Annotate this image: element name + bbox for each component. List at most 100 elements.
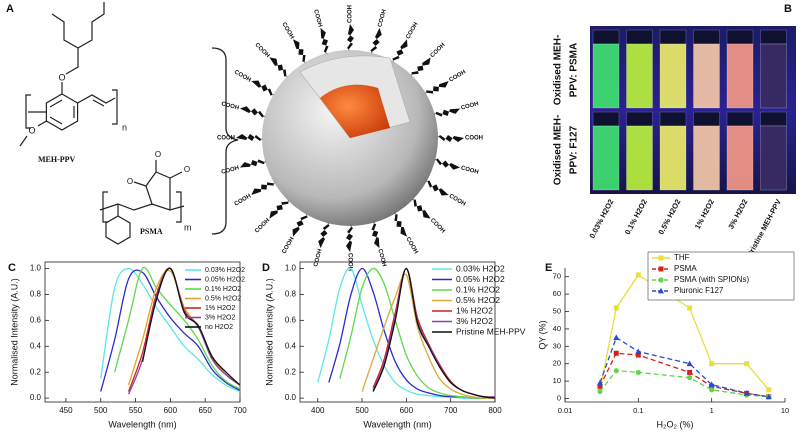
y-tick-label: 0.6 bbox=[30, 315, 42, 324]
ligand-spike bbox=[251, 80, 280, 101]
ligand-label: COOH bbox=[217, 136, 235, 142]
x-axis-label: H₂O₂ (%) bbox=[657, 419, 694, 429]
data-point bbox=[766, 387, 772, 393]
column-label: 3% H2O2 bbox=[726, 198, 749, 231]
y-tick-label: 10 bbox=[553, 376, 561, 385]
data-point bbox=[765, 393, 772, 400]
y-tick-label: 20 bbox=[553, 359, 561, 368]
ligand-spike bbox=[434, 133, 464, 143]
ligand-spike bbox=[269, 57, 295, 83]
ligand-label: COOH bbox=[429, 218, 446, 235]
y-axis-label: Normalised Intensity (A.U.) bbox=[9, 278, 19, 386]
series-line bbox=[100, 269, 241, 392]
plot-frame bbox=[299, 261, 496, 403]
ligand-label: COOH bbox=[281, 236, 295, 255]
y-tick-label: 0.4 bbox=[285, 341, 297, 350]
series-line bbox=[599, 336, 769, 398]
cuvette-cap bbox=[592, 29, 620, 45]
legend-label: 3% H2O2 bbox=[205, 314, 235, 321]
ligand-label: COOH bbox=[313, 248, 323, 267]
cuvette bbox=[760, 125, 787, 191]
ligand-label: COOH bbox=[221, 101, 240, 111]
cuvette bbox=[693, 125, 720, 191]
cuvette bbox=[760, 43, 787, 109]
x-tick-label: 400 bbox=[311, 406, 325, 415]
panel-label: C bbox=[8, 262, 16, 274]
core bbox=[320, 84, 390, 138]
subscript: m bbox=[184, 222, 192, 232]
ligand-label: COOH bbox=[405, 22, 419, 41]
y-tick-label: 1.0 bbox=[30, 264, 42, 273]
cuvette bbox=[626, 43, 653, 109]
y-tick-label: 60 bbox=[553, 289, 561, 298]
y-tick-label: 30 bbox=[553, 341, 561, 350]
ligand-label: COOH bbox=[430, 42, 447, 59]
plot-frame bbox=[44, 261, 241, 403]
y-tick-label: 70 bbox=[553, 272, 561, 281]
y-tick-label: 0.4 bbox=[30, 341, 42, 350]
brace bbox=[211, 47, 239, 235]
legend-label: 0.1% H2O2 bbox=[205, 286, 241, 293]
data-point bbox=[613, 305, 619, 311]
cuvette bbox=[726, 125, 754, 191]
cuvette-cap bbox=[659, 111, 687, 127]
legend-label: Pluronic F127 bbox=[674, 286, 724, 295]
polymer-name: MEH-PPV bbox=[38, 155, 76, 164]
cuvette-cap bbox=[726, 111, 754, 127]
cuvette bbox=[592, 125, 620, 191]
legend-label: Pristine MEH-PPV bbox=[456, 326, 526, 336]
row-label: Oxidised MEH- bbox=[553, 35, 564, 106]
x-axis-label: Wavelength (nm) bbox=[363, 419, 431, 429]
y-tick-label: 0.2 bbox=[285, 367, 297, 376]
cuvette-cap bbox=[592, 111, 620, 127]
ligand-spike bbox=[387, 39, 408, 68]
legend-label: 0.5% H2O2 bbox=[205, 295, 241, 302]
y-tick-label: 1.0 bbox=[285, 264, 297, 273]
atom-label: O bbox=[58, 72, 65, 82]
methoxy bbox=[19, 120, 47, 147]
legend-frame bbox=[647, 251, 795, 301]
data-point bbox=[686, 375, 693, 381]
x-axis-label: Wavelength (nm) bbox=[108, 419, 176, 429]
atom-label: O bbox=[127, 177, 133, 186]
y-tick-label: 0.0 bbox=[30, 393, 42, 402]
data-point bbox=[687, 369, 693, 375]
cuvette bbox=[726, 43, 754, 109]
data-point bbox=[709, 387, 715, 393]
x-tick-label: 10 bbox=[781, 406, 789, 415]
cuvette-cap bbox=[726, 29, 754, 45]
backbone bbox=[28, 94, 116, 113]
ligand-label: COOH bbox=[234, 193, 253, 207]
ligand-label: COOH bbox=[448, 69, 467, 83]
x-tick-label: 1 bbox=[710, 406, 714, 415]
data-point bbox=[597, 388, 603, 395]
data-point bbox=[635, 348, 642, 354]
ligand-spike bbox=[366, 217, 380, 249]
data-point bbox=[744, 361, 750, 367]
data-point bbox=[743, 390, 750, 396]
ligand-spike bbox=[318, 217, 334, 249]
ligand-spike bbox=[292, 208, 313, 237]
data-point bbox=[613, 334, 620, 341]
x-tick-label: 600 bbox=[400, 406, 414, 415]
atom-label: O bbox=[155, 150, 161, 159]
ligand-label: COOH bbox=[312, 9, 322, 28]
legend-marker bbox=[658, 266, 664, 272]
ligand-spike bbox=[405, 193, 431, 219]
cuvette-cap bbox=[760, 29, 787, 45]
data-point bbox=[709, 361, 715, 367]
ring-double-bonds bbox=[49, 99, 75, 125]
row-label: PPV: PSMA bbox=[569, 43, 580, 97]
ligand-label: COOH bbox=[448, 193, 467, 207]
anhydride-ring bbox=[133, 160, 183, 210]
ligand-label: COOH bbox=[376, 248, 386, 267]
ligand-spike bbox=[420, 81, 449, 101]
legend-marker bbox=[658, 255, 664, 261]
column-label: 0.1% H2O2 bbox=[623, 198, 649, 236]
ligand-spike bbox=[429, 154, 461, 170]
x-tick-label: 650 bbox=[198, 406, 212, 415]
y-tick-label: 50 bbox=[553, 306, 561, 315]
y-tick-label: 0.0 bbox=[285, 393, 297, 402]
